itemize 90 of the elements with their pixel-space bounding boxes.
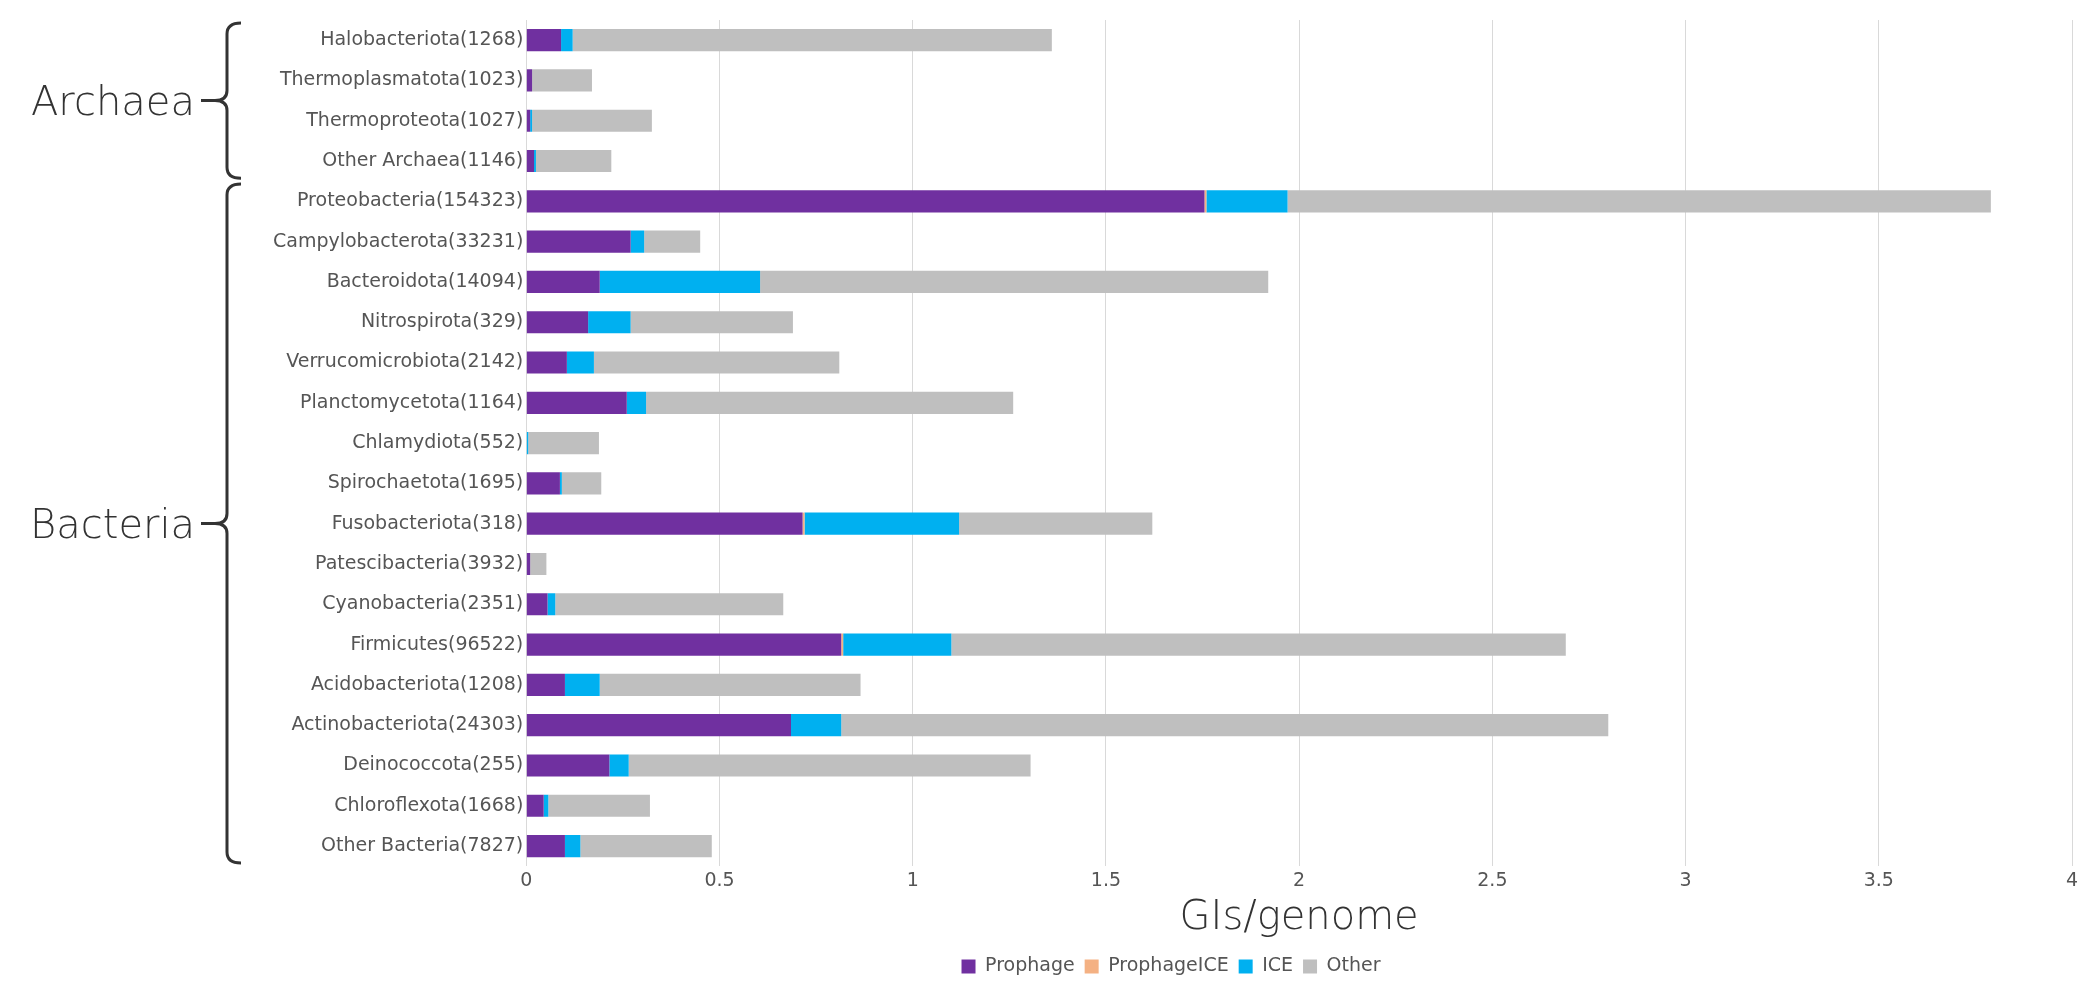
legend-label: Prophage xyxy=(985,953,1075,976)
bar xyxy=(843,633,952,656)
y-tick-label: Nitrospirota(329) xyxy=(360,309,524,332)
x-tick-label: 1 xyxy=(906,867,919,890)
bar xyxy=(1287,190,1991,213)
bar xyxy=(535,149,612,173)
bar xyxy=(526,754,610,777)
text: Archaea xyxy=(31,77,195,124)
bar xyxy=(548,794,650,817)
bar xyxy=(599,673,861,696)
bar xyxy=(841,714,1609,737)
bar xyxy=(593,351,840,374)
bar xyxy=(547,593,556,616)
y-tick-label: Chlamydiota(552) xyxy=(352,430,524,453)
y-tick-label: Cyanobacteria(2351) xyxy=(322,591,524,614)
bar xyxy=(561,29,573,52)
bar xyxy=(526,673,565,696)
bar xyxy=(526,633,842,656)
y-tick-label: Patescibacteria(3932) xyxy=(315,550,524,573)
y-tick-label: Thermoproteota(1027) xyxy=(305,107,524,130)
bar xyxy=(526,149,535,173)
y-tick-label: Verrucomicrobiota(2142) xyxy=(286,349,524,372)
bar xyxy=(804,512,960,535)
x-axis-title: GIs/genome xyxy=(1179,892,1419,939)
bar xyxy=(580,834,712,858)
y-tick-label: Bacteroidota(14094) xyxy=(326,268,524,291)
y-tick-label: Actinobacteriota(24303) xyxy=(291,712,524,735)
bar xyxy=(526,29,562,52)
y-tick-label: Spirochaetota(1695) xyxy=(327,470,524,493)
bar xyxy=(555,593,784,616)
bar xyxy=(646,391,1014,414)
bar xyxy=(526,311,589,334)
bar xyxy=(630,230,645,253)
legend-label: ProphageICE xyxy=(1108,953,1229,976)
legend-label: Other xyxy=(1326,953,1381,976)
x-tick-label: 3 xyxy=(1679,867,1692,890)
y-tick-label: Other Bacteria(7827) xyxy=(321,832,524,855)
bar xyxy=(530,552,547,576)
bar xyxy=(959,512,1153,535)
x-tick-label: 2 xyxy=(1293,867,1306,890)
bar xyxy=(572,29,1052,52)
bar xyxy=(532,69,592,92)
bar xyxy=(526,834,565,858)
x-tick-label: 0.5 xyxy=(704,867,735,890)
bar xyxy=(532,109,652,132)
x-tick-label: 1.5 xyxy=(1090,867,1122,890)
bar xyxy=(526,351,567,374)
bar xyxy=(526,391,627,414)
bar xyxy=(528,432,599,455)
y-tick-label: Fusobacteriota(318) xyxy=(331,510,524,533)
bar xyxy=(626,391,647,414)
legend-label: ICE xyxy=(1262,953,1294,976)
bar xyxy=(526,190,1205,213)
bar xyxy=(526,512,803,535)
x-tick-label: 0 xyxy=(520,867,533,890)
y-tick-label: Thermoplasmatota(1023) xyxy=(278,67,524,90)
y-tick-label: Acidobacteriota(1208) xyxy=(310,671,524,694)
y-tick-label: Chloroflexota(1668) xyxy=(334,792,524,815)
bar xyxy=(628,754,1031,777)
bar xyxy=(566,351,594,374)
bar xyxy=(526,593,548,616)
bar xyxy=(526,270,600,293)
y-tick-label: Proteobacteria(154323) xyxy=(297,188,524,211)
bar xyxy=(564,834,581,858)
x-tick-label: 4 xyxy=(2065,867,2079,890)
bar xyxy=(526,230,631,253)
y-tick-label: Firmicutes(96522) xyxy=(350,631,524,654)
bar xyxy=(791,714,842,737)
bar xyxy=(526,794,544,817)
x-tick-label: 3.5 xyxy=(1863,867,1894,890)
bar xyxy=(1206,190,1288,213)
bar xyxy=(630,311,793,334)
y-tick-label: Campylobacterota(33231) xyxy=(273,228,524,251)
text: Bacteria xyxy=(30,500,196,547)
bar xyxy=(951,633,1566,656)
bar xyxy=(609,754,629,777)
x-tick-label: 2.5 xyxy=(1477,867,1508,890)
bar xyxy=(760,270,1269,293)
bar xyxy=(561,472,602,495)
bar xyxy=(644,230,701,253)
bar xyxy=(526,714,791,737)
bar xyxy=(588,311,631,334)
y-tick-label: Planctomycetota(1164) xyxy=(300,389,524,412)
bar xyxy=(599,270,761,293)
y-tick-label: Other Archaea(1146) xyxy=(322,147,524,170)
bar xyxy=(526,69,533,92)
y-tick-label: Halobacteriota(1268) xyxy=(320,27,524,50)
bar xyxy=(564,673,600,696)
bar xyxy=(526,472,560,495)
y-tick-label: Deinococcota(255) xyxy=(343,752,524,775)
